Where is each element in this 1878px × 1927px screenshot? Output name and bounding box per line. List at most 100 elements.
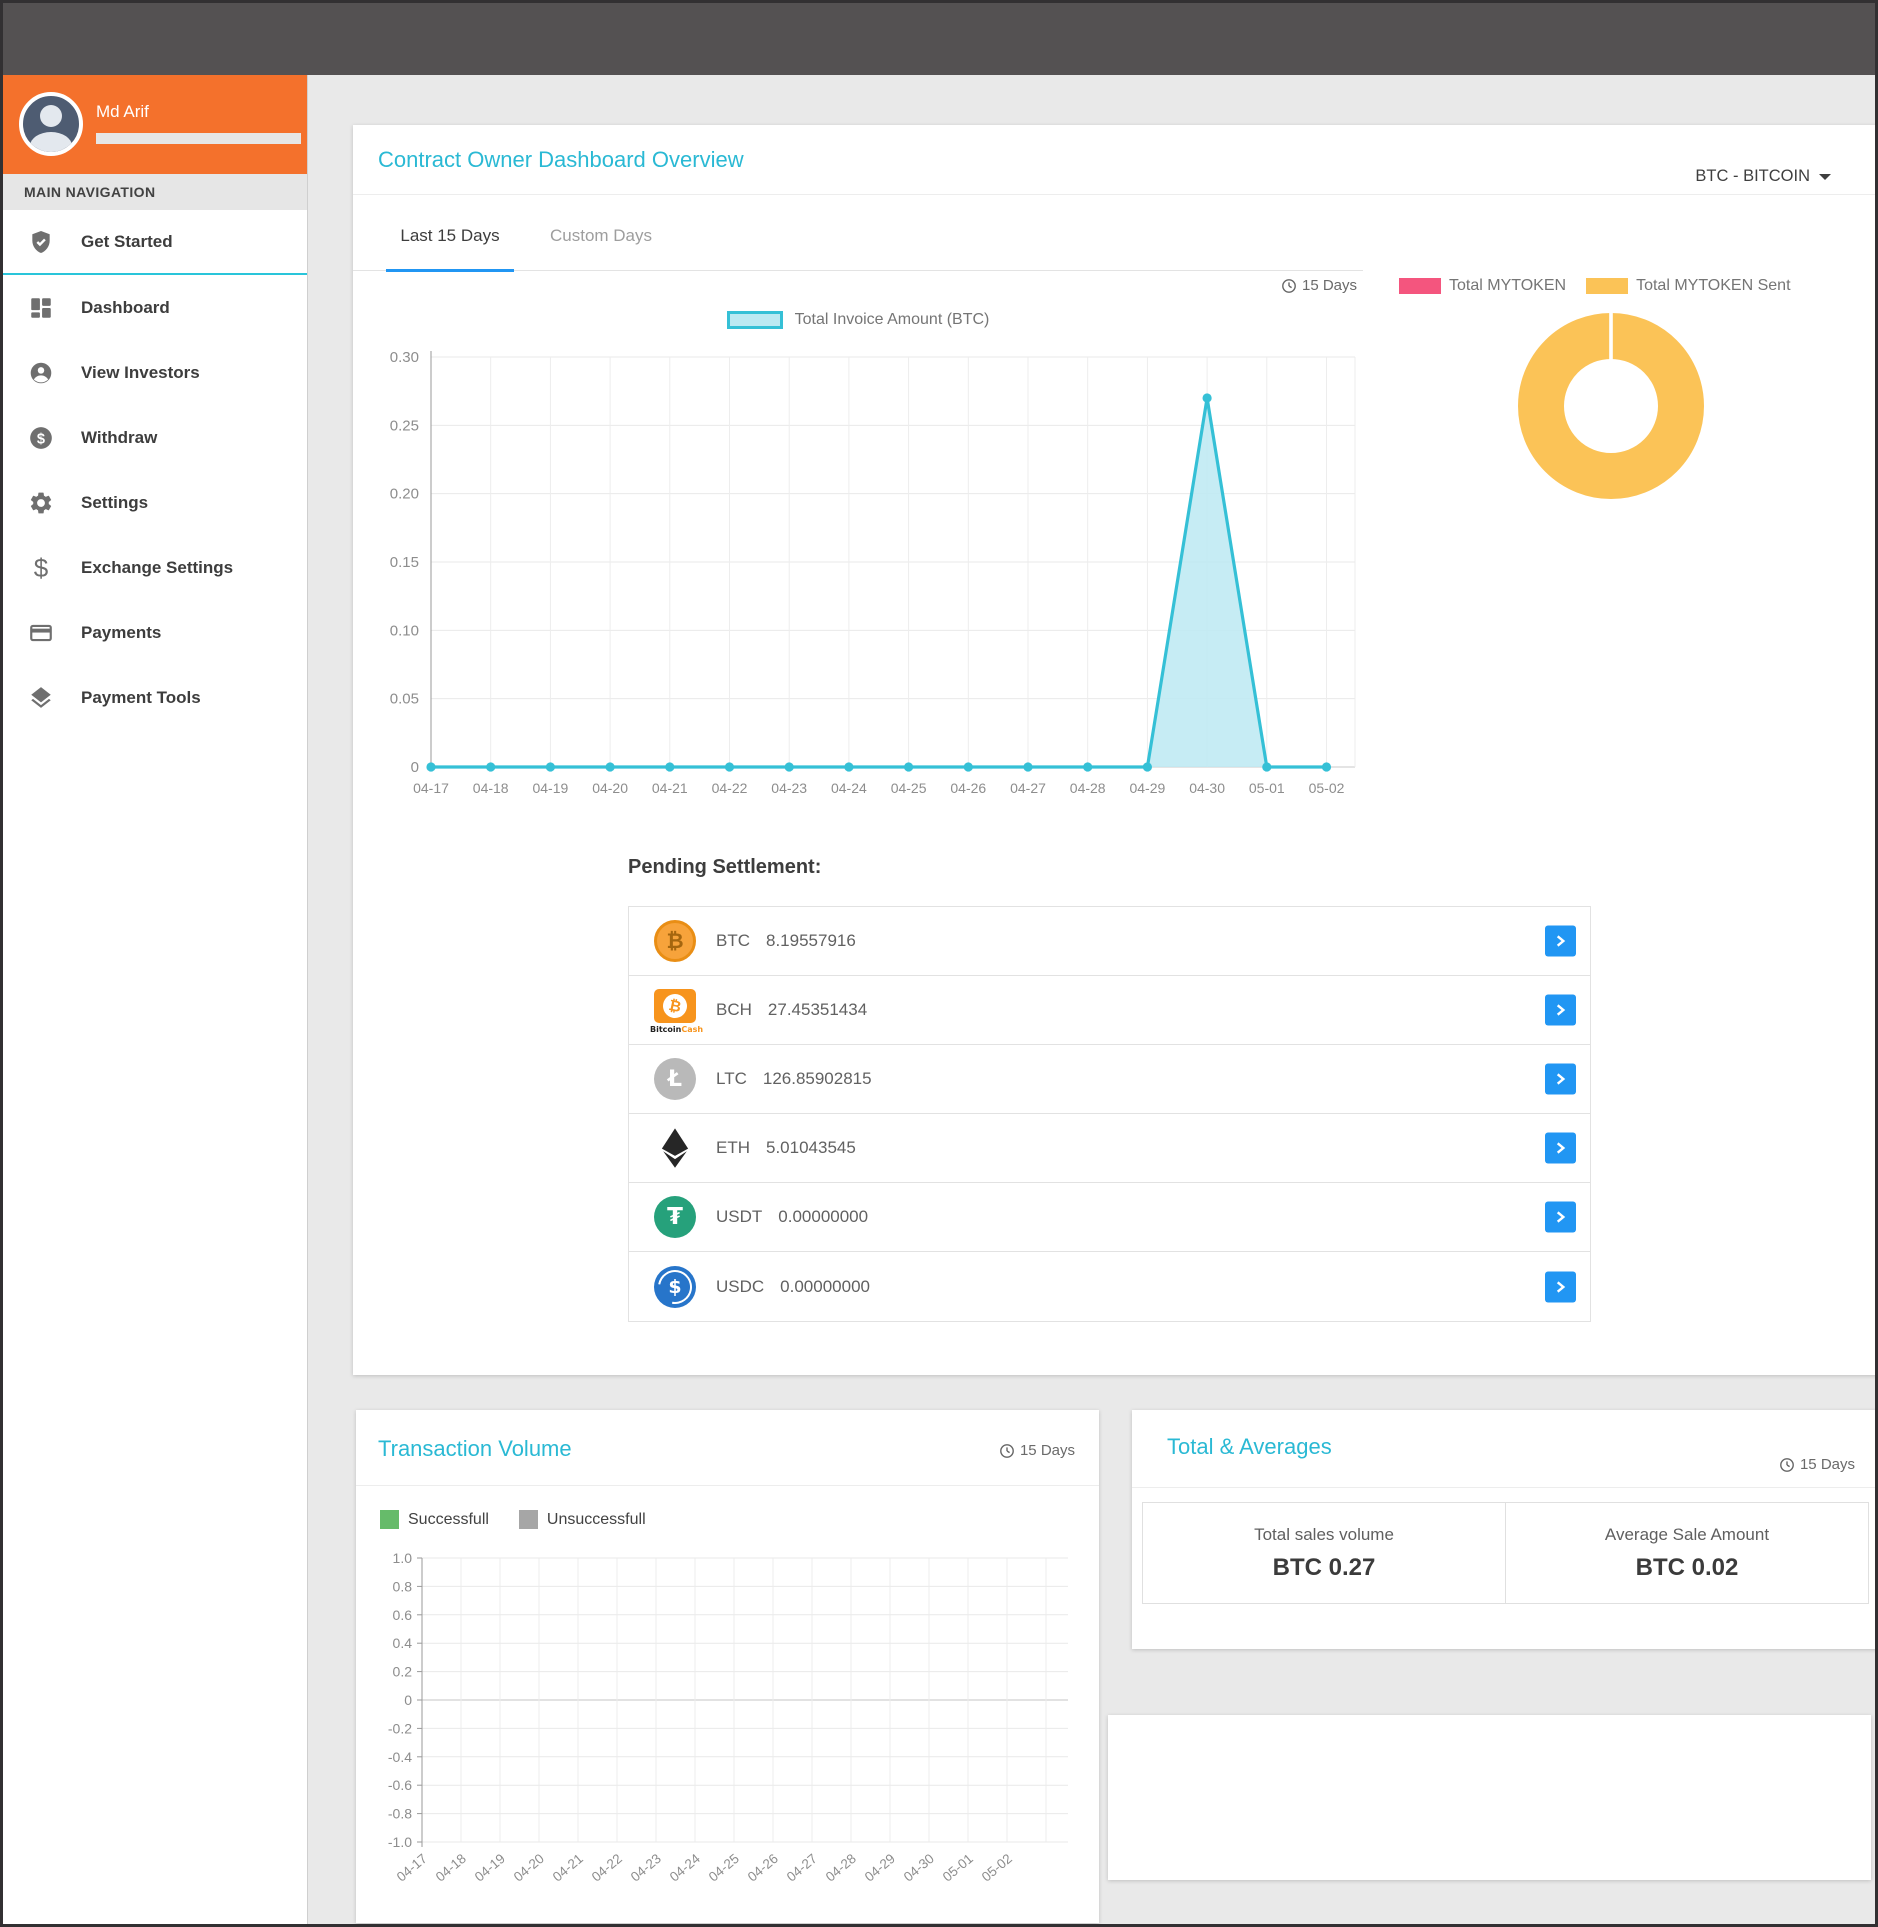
invoice-area-chart: 0 0.05 0.10 0.15 0.20 0.25 0.30 04-17 04-18 04-19… (353, 337, 1363, 817)
usdc-icon: $ (654, 1265, 696, 1308)
sidebar-item-view-investors[interactable]: View Investors (3, 340, 307, 405)
svg-text:0.30: 0.30 (390, 349, 419, 366)
dollar-circle-icon: $ (28, 425, 54, 451)
svg-text:04-28: 04-28 (823, 1851, 859, 1885)
settle-bch-button[interactable] (1545, 994, 1576, 1026)
settle-btc-button[interactable] (1545, 925, 1576, 957)
dashboard-grid-icon (28, 295, 54, 321)
svg-text:04-22: 04-22 (712, 780, 748, 796)
donut-legend-item[interactable]: Total MYTOKEN (1399, 277, 1566, 295)
bch-caption: BitcoinCash (650, 1025, 704, 1034)
average-sale-amount-cell: Average Sale Amount BTC 0.02 (1505, 1503, 1868, 1603)
svg-text:04-22: 04-22 (589, 1851, 625, 1885)
period-label: 15 Days (1019, 1442, 1075, 1459)
chevron-right-icon (1556, 1004, 1566, 1016)
legend-label: Total MYTOKEN (1449, 277, 1567, 294)
sidebar-item-payments[interactable]: Payments (3, 600, 307, 665)
coin-amount: 5.01043545 (766, 1138, 856, 1157)
period-badge: 15 Days (999, 1442, 1075, 1459)
svg-text:0.10: 0.10 (390, 622, 419, 639)
svg-text:04-19: 04-19 (532, 780, 568, 796)
cell-value: BTC 0.02 (1635, 1553, 1739, 1581)
empty-panel (1108, 1715, 1871, 1880)
svg-text:04-30: 04-30 (901, 1851, 937, 1885)
dollar-icon: $ (33, 552, 49, 583)
svg-text:04-29: 04-29 (862, 1851, 898, 1885)
tab-bar: Last 15 Days Custom Days (353, 195, 1363, 272)
sidebar-item-label: Payment Tools (81, 687, 201, 707)
svg-text:04-18: 04-18 (473, 780, 509, 796)
svg-text:-0.2: -0.2 (388, 1720, 412, 1736)
user-panel: Md Arif (3, 75, 307, 174)
sidebar-item-label: Settings (81, 492, 149, 512)
shield-check-icon (28, 229, 54, 255)
svg-text:05-02: 05-02 (1309, 780, 1345, 796)
legend-swatch (1399, 278, 1441, 294)
sidebar-item-exchange-settings[interactable]: $ Exchange Settings (3, 535, 307, 600)
sidebar-item-label: Get Started (81, 231, 173, 251)
sidebar-item-dashboard[interactable]: Dashboard (3, 275, 307, 340)
avatar[interactable] (19, 92, 83, 156)
period-badge: 15 Days (1779, 1456, 1855, 1473)
legend-label: Total MYTOKEN Sent (1636, 277, 1791, 294)
currency-selector[interactable]: BTC - BITCOIN (1695, 167, 1831, 186)
svg-text:04-20: 04-20 (592, 780, 628, 796)
usdt-icon: ₮ (654, 1196, 696, 1238)
settle-eth-button[interactable] (1545, 1132, 1576, 1164)
pending-row-usdt: ₮ USDT 0.00000000 (629, 1183, 1590, 1252)
mytoken-donut-chart (1516, 311, 1706, 501)
gear-icon (28, 490, 54, 516)
sidebar-item-settings[interactable]: Settings (3, 470, 307, 535)
volume-legend-item[interactable]: Unsuccessfull (518, 1510, 646, 1529)
legend-swatch (518, 1510, 538, 1529)
donut-legend-item[interactable]: Total MYTOKEN Sent (1586, 277, 1791, 295)
period-label: 15 Days (1302, 277, 1358, 294)
user-name: Md Arif (96, 102, 149, 121)
coin-amount: 0.00000000 (780, 1276, 870, 1296)
transaction-volume-header: Transaction Volume 15 Days (356, 1410, 1099, 1486)
svg-text:04-20: 04-20 (511, 1851, 547, 1885)
coin-amount: 0.00000000 (778, 1207, 869, 1226)
totals-table: Total sales volume BTC 0.27 Average Sale… (1142, 1502, 1869, 1604)
clock-icon (1000, 1443, 1014, 1458)
volume-legend-item[interactable]: Successfull (380, 1510, 489, 1529)
svg-text:0: 0 (411, 759, 419, 776)
layers-icon (28, 685, 54, 711)
chevron-right-icon (1556, 935, 1566, 947)
ltc-icon: Ł (654, 1058, 696, 1100)
svg-text:04-28: 04-28 (1070, 780, 1106, 796)
pending-row-usdc: $ USDC 0.00000000 (629, 1252, 1590, 1321)
total-sales-volume-cell: Total sales volume BTC 0.27 (1143, 1503, 1505, 1603)
settle-ltc-button[interactable] (1545, 1063, 1576, 1095)
sidebar-item-label: Exchange Settings (81, 557, 234, 577)
settle-usdc-button[interactable] (1545, 1271, 1576, 1302)
svg-text:$: $ (37, 431, 45, 447)
sidebar-item-get-started[interactable]: Get Started (3, 210, 307, 275)
period-label: 15 Days (1799, 1456, 1855, 1473)
transaction-volume-title: Transaction Volume (378, 1436, 572, 1461)
cell-label: Total sales volume (1254, 1524, 1394, 1544)
tab-last-15-days[interactable]: Last 15 Days (386, 195, 514, 272)
tab-custom-days[interactable]: Custom Days (549, 226, 653, 245)
person-icon (28, 360, 54, 386)
cell-value: BTC 0.27 (1272, 1553, 1376, 1581)
coin-symbol: USDT (716, 1207, 763, 1226)
legend-swatch (380, 1510, 399, 1529)
pending-settlement-list: ₿ BTC 8.19557916 ₿ BitcoinCash BCH 27.45… (628, 906, 1591, 1322)
sidebar-item-payment-tools[interactable]: Payment Tools (3, 665, 307, 730)
area-chart-legend[interactable]: Total Invoice Amount (BTC) (353, 311, 1363, 329)
sidebar-item-withdraw[interactable]: $ Withdraw (3, 405, 307, 470)
chevron-right-icon (1556, 1280, 1566, 1293)
coin-symbol: LTC (716, 1069, 747, 1088)
svg-text:0.15: 0.15 (390, 554, 419, 571)
svg-text:-1.0: -1.0 (388, 1834, 412, 1850)
coin-symbol: BTC (716, 931, 750, 950)
svg-text:-0.4: -0.4 (388, 1749, 412, 1765)
overview-header: Contract Owner Dashboard Overview (353, 125, 1875, 195)
svg-text:0.2: 0.2 (393, 1664, 413, 1680)
settle-usdt-button[interactable] (1545, 1201, 1576, 1233)
volume-legend: Successfull Unsuccessfull (380, 1510, 646, 1529)
sidebar-item-label: Withdraw (81, 427, 158, 447)
svg-text:0: 0 (404, 1692, 412, 1708)
